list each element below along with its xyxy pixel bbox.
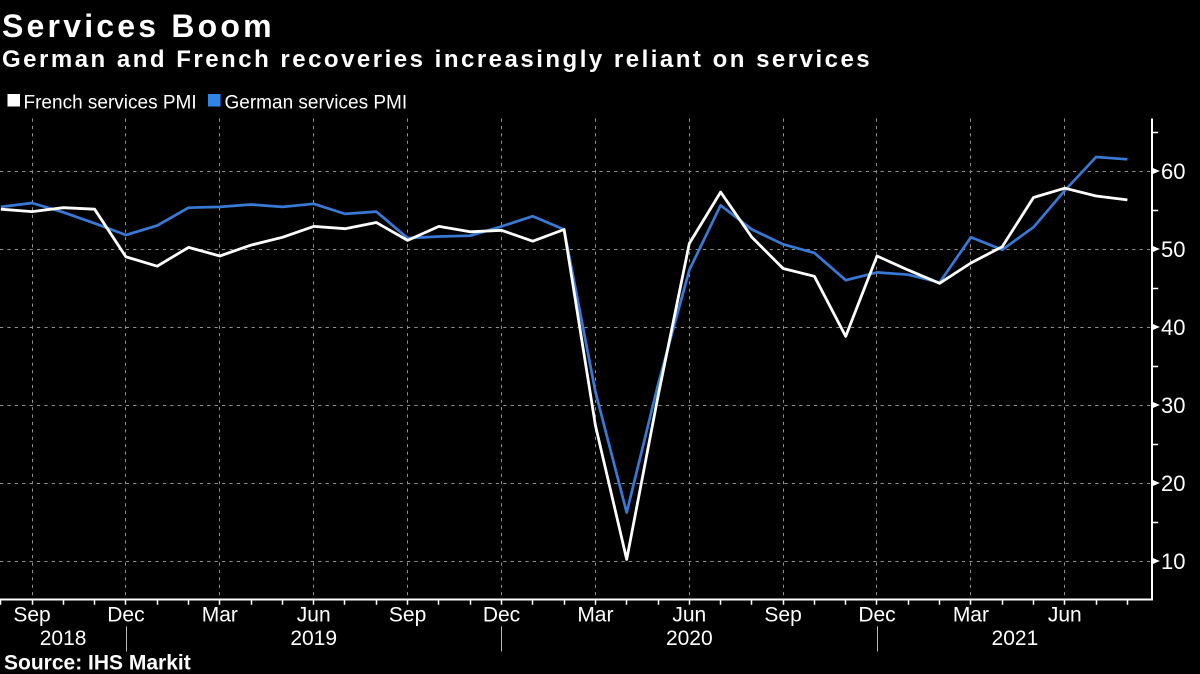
svg-text:60: 60 <box>1161 159 1185 184</box>
svg-text:Jun: Jun <box>672 603 706 626</box>
svg-text:Services Boom: Services Boom <box>2 8 275 44</box>
svg-text:German and French recoveries i: German and French recoveries increasingl… <box>2 46 872 73</box>
svg-text:Dec: Dec <box>107 603 144 626</box>
svg-text:Sep: Sep <box>389 603 426 626</box>
svg-text:2021: 2021 <box>992 627 1039 650</box>
svg-text:20: 20 <box>1161 471 1185 496</box>
svg-text:Jun: Jun <box>297 603 331 626</box>
svg-text:30: 30 <box>1161 393 1185 418</box>
svg-text:Dec: Dec <box>483 603 520 626</box>
svg-text:Mar: Mar <box>577 603 613 626</box>
svg-text:10: 10 <box>1161 549 1185 574</box>
svg-text:2019: 2019 <box>290 627 337 650</box>
svg-text:Sep: Sep <box>13 603 50 626</box>
svg-text:50: 50 <box>1161 237 1185 262</box>
svg-text:40: 40 <box>1161 315 1185 340</box>
svg-text:Jun: Jun <box>1048 603 1082 626</box>
svg-text:German services PMI: German services PMI <box>225 92 408 113</box>
svg-text:Source: IHS Markit: Source: IHS Markit <box>4 652 191 674</box>
svg-text:Sep: Sep <box>764 603 801 626</box>
svg-text:French services PMI: French services PMI <box>24 92 197 113</box>
svg-text:2018: 2018 <box>40 627 87 650</box>
svg-text:Mar: Mar <box>202 603 238 626</box>
svg-text:Mar: Mar <box>953 603 989 626</box>
svg-text:2020: 2020 <box>666 627 713 650</box>
svg-text:Dec: Dec <box>858 603 895 626</box>
